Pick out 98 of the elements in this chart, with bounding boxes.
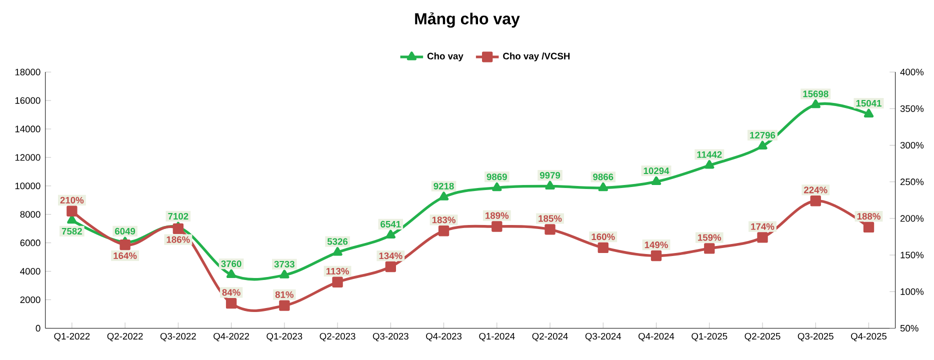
data-label: 134%: [379, 252, 402, 260]
point: [864, 108, 874, 118]
data-label: 5326: [327, 238, 348, 245]
point: [492, 221, 502, 232]
y-tick-label: 14000: [15, 126, 40, 132]
x-tick-label: Q2-2024: [532, 332, 568, 342]
x-tick-label: Q3-2025: [798, 332, 834, 342]
data-label: 149%: [644, 241, 668, 248]
x-tick-label: Q4-2022: [214, 332, 250, 342]
data-label: 15698: [803, 90, 828, 98]
point: [651, 176, 662, 185]
y-tick-label: 4000: [20, 268, 40, 274]
point: [810, 99, 820, 108]
data-label: 183%: [432, 216, 456, 224]
y-tick-label: 18000: [15, 68, 40, 76]
x-tick-label: Q1-2023: [266, 332, 302, 342]
point: [280, 270, 290, 278]
data-label: 11442: [697, 151, 722, 158]
y-tick-label: 2000: [20, 296, 40, 303]
data-label: 9866: [593, 173, 614, 180]
x-tick-label: Q2-2025: [744, 332, 780, 342]
point: [279, 300, 290, 311]
y-tick-label: 16000: [15, 97, 40, 104]
y2-tick-label: 400%: [900, 68, 924, 76]
legend-label: Cho vay /VCSH: [503, 52, 570, 62]
point: [598, 182, 608, 192]
data-label: 6049: [115, 228, 136, 234]
point: [545, 180, 555, 190]
point: [863, 222, 874, 232]
data-label: 9218: [434, 182, 454, 190]
data-label: 6541: [380, 220, 401, 228]
y2-tick-label: 200%: [900, 215, 924, 222]
data-label: 7102: [168, 212, 188, 220]
point: [810, 195, 821, 206]
x-tick-label: Q2-2023: [320, 332, 356, 342]
x-tick-label: Q1-2025: [692, 332, 728, 342]
point: [598, 242, 608, 253]
y2-tick-label: 250%: [900, 178, 924, 186]
y2-tick-label: 350%: [900, 105, 924, 112]
point: [704, 160, 714, 169]
y-tick-label: 12000: [15, 154, 40, 161]
point: [492, 182, 502, 191]
y2-tick-label: 50%: [900, 324, 918, 332]
data-label: 3733: [274, 260, 294, 268]
point: [758, 140, 768, 150]
x-tick-label: Q3-2024: [585, 332, 622, 342]
point: [544, 224, 556, 235]
point: [172, 223, 184, 234]
point: [332, 246, 342, 256]
point: [66, 206, 78, 216]
point: [757, 232, 768, 243]
data-label: 185%: [538, 215, 562, 222]
point: [226, 298, 237, 309]
x-tick-label: Q2-2022: [107, 332, 143, 342]
data-label: 9869: [486, 173, 507, 180]
point: [120, 239, 130, 250]
x-tick-label: Q3-2022: [160, 332, 196, 342]
x-tick-label: Q3-2023: [372, 332, 408, 342]
x-tick-label: Q4-2025: [851, 332, 887, 342]
data-label: 188%: [857, 212, 880, 220]
data-label: 7582: [62, 228, 82, 234]
point: [438, 225, 450, 236]
data-label: 10294: [644, 167, 670, 174]
legend-label: Cho vay: [427, 52, 464, 62]
y-tick-label: 8000: [20, 210, 40, 218]
y-tick-label: 10000: [15, 182, 40, 190]
data-label: 15041: [856, 100, 882, 106]
point: [438, 192, 449, 200]
point: [385, 261, 396, 272]
x-tick-label: Q4-2024: [638, 332, 674, 342]
data-label: 3760: [221, 260, 242, 267]
chart-title: Mảng cho vay: [415, 12, 520, 28]
data-label: 113%: [326, 268, 349, 274]
data-label: 160%: [592, 233, 615, 240]
y2-tick-label: 300%: [900, 142, 924, 148]
x-tick-label: Q1-2022: [54, 332, 90, 342]
data-label: 186%: [166, 236, 190, 243]
data-label: 159%: [698, 234, 722, 241]
point: [650, 250, 662, 261]
data-label: 224%: [804, 186, 828, 194]
data-label: 12796: [750, 132, 776, 138]
data-label: 189%: [486, 212, 509, 219]
data-label: 210%: [60, 196, 84, 204]
data-label: 9979: [540, 172, 560, 178]
data-label: 164%: [114, 252, 137, 259]
y2-tick-label: 100%: [900, 288, 924, 295]
y2-tick-label: 150%: [900, 252, 924, 258]
point: [226, 269, 236, 278]
x-tick-label: Q4-2023: [426, 332, 462, 342]
data-label: 81%: [275, 291, 294, 298]
y-tick-label: 6000: [20, 239, 40, 246]
point: [332, 276, 343, 288]
y-tick-label: 0: [36, 324, 40, 332]
data-label: 174%: [751, 223, 774, 230]
point: [386, 230, 396, 238]
data-label: 84%: [222, 289, 240, 296]
x-tick-label: Q1-2024: [479, 332, 515, 342]
point: [704, 242, 715, 254]
